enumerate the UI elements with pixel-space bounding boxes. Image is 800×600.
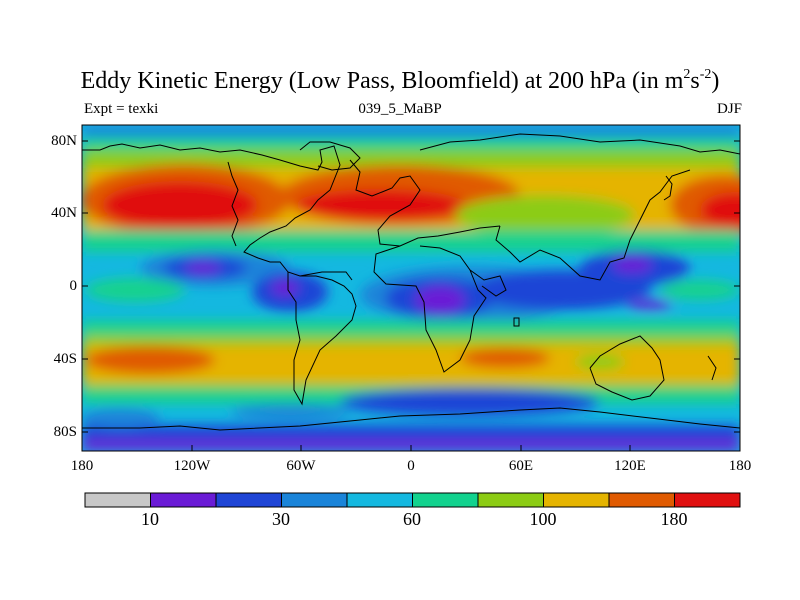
- colorbar-swatch: [84, 492, 151, 508]
- chart-title: Eddy Kinetic Energy (Low Pass, Bloomfiel…: [80, 67, 720, 94]
- contour-field: [82, 125, 740, 451]
- coastlines: [82, 133, 740, 431]
- africa-coast: [373, 245, 487, 373]
- asia-coast: [419, 133, 740, 155]
- atlantic-track-core: [295, 189, 465, 221]
- lon-label: 60E: [508, 458, 534, 474]
- africa-core: [415, 286, 465, 314]
- wpac-green: [660, 280, 740, 300]
- westpac-track-core: [700, 192, 740, 228]
- madagascar: [513, 317, 520, 327]
- lat-label: 40N: [51, 205, 77, 221]
- colorbar-swatch: [674, 492, 741, 508]
- lon-label: 180: [70, 458, 94, 474]
- colorbar-label: 180: [660, 509, 688, 529]
- epac-core: [185, 262, 221, 274]
- mc-core: [612, 257, 652, 273]
- colorbar-swatch: [215, 492, 282, 508]
- colorbar-label: 100: [529, 509, 557, 529]
- lat-label: 0: [69, 278, 78, 294]
- colorbar-boxes: [84, 492, 741, 508]
- pacific-track-core: [102, 181, 258, 229]
- asia-low-band: [455, 195, 635, 235]
- colorbar-swatch: [346, 492, 413, 508]
- colorbar-swatch: [608, 492, 675, 508]
- north-america-west: [227, 161, 239, 247]
- lon-label: 0: [407, 458, 415, 474]
- lat-label: 40S: [53, 351, 77, 367]
- lat-ticks: [82, 140, 740, 433]
- asia-south-coast: [495, 169, 691, 281]
- sh-pac-track: [85, 346, 215, 374]
- mc-core-south: [628, 300, 672, 310]
- antarctica-coast: [82, 407, 740, 431]
- colorbar-label: 10: [141, 509, 159, 529]
- lon-label: 60W: [286, 458, 316, 474]
- sh-green-patch: [575, 354, 625, 370]
- season-label: DJF: [716, 101, 742, 117]
- lat-label: 80N: [51, 133, 77, 149]
- australia-coast: [589, 335, 665, 401]
- colorbar-swatch: [281, 492, 348, 508]
- arctic-band: [82, 125, 740, 137]
- lon-label: 120W: [173, 458, 211, 474]
- cpac-green: [85, 278, 185, 302]
- japan-coast: [663, 175, 673, 201]
- colorbar-swatch: [412, 492, 479, 508]
- lon-label: 180: [728, 458, 752, 474]
- arabia-coast: [469, 269, 507, 297]
- colorbar-swatch: [150, 492, 217, 508]
- lon-label: 120E: [614, 458, 646, 474]
- colorbar-swatch: [477, 492, 544, 508]
- north-america-coast: [82, 143, 353, 281]
- europe-coast: [349, 159, 501, 247]
- south-america-coast: [287, 272, 357, 406]
- sam-core: [271, 280, 299, 296]
- sh-blue-patch: [230, 404, 350, 420]
- lon-ticks: [81, 445, 741, 451]
- run-id-label: 039_5_MaBP: [358, 101, 442, 117]
- new-zealand-coast: [707, 355, 717, 381]
- sh-blue-patch-2: [82, 408, 160, 428]
- greenland-coast: [299, 141, 361, 171]
- lat-label: 80S: [53, 424, 77, 440]
- experiment-label: Expt = texki: [84, 101, 159, 117]
- sh-ind-track: [460, 348, 550, 368]
- colorbar-label: 30: [272, 509, 290, 529]
- colorbar-label: 60: [403, 509, 421, 529]
- colorbar-swatch: [543, 492, 610, 508]
